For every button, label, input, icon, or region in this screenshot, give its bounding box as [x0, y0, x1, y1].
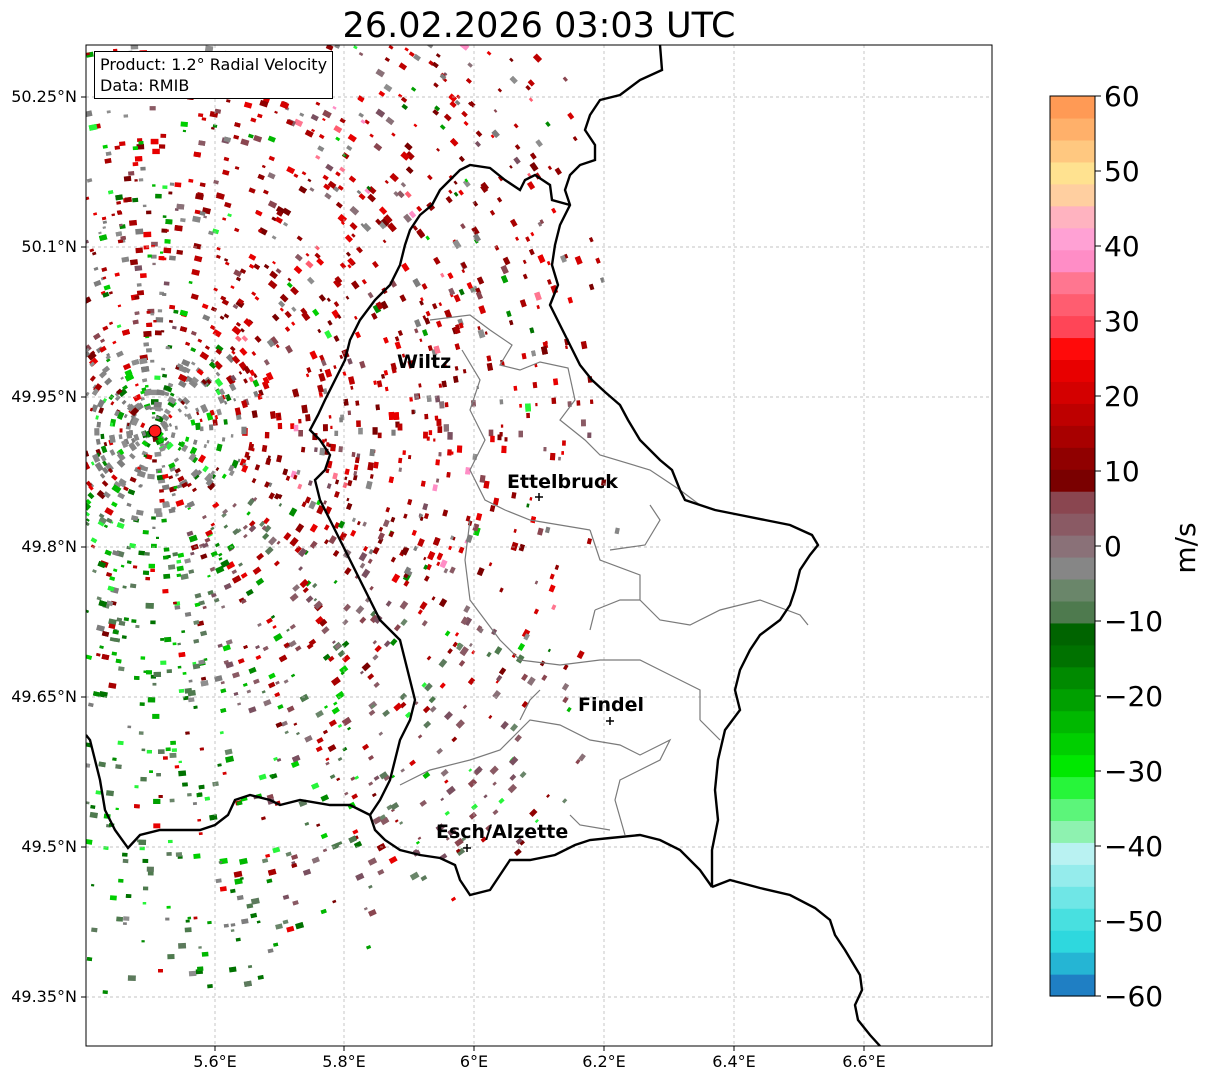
- country-border: [86, 45, 881, 1046]
- radar-site-marker: [148, 424, 162, 438]
- colorbar-tick-label: 0: [1104, 530, 1122, 563]
- colorbar-tick-label: 60: [1104, 80, 1140, 113]
- colorbar-swatch: [1050, 535, 1095, 558]
- colorbar-swatch: [1050, 930, 1095, 953]
- colorbar-tick-label: −40: [1104, 830, 1163, 863]
- colorbar-swatch: [1050, 622, 1095, 646]
- lon-tick-label: 6.4°E: [712, 1052, 756, 1071]
- plot-frame: [85, 44, 993, 1047]
- colorbar-swatch: [1050, 447, 1095, 470]
- colorbar: [1050, 96, 1095, 997]
- colorbar-swatch: [1050, 183, 1095, 207]
- colorbar-swatch: [1050, 96, 1095, 119]
- colorbar-swatch: [1050, 469, 1095, 492]
- colorbar-swatch: [1050, 600, 1095, 624]
- colorbar-tick-label: 30: [1104, 305, 1140, 338]
- colorbar-label: m/s: [1169, 522, 1202, 573]
- colorbar-tick-label: −30: [1104, 755, 1163, 788]
- colorbar-swatch: [1050, 864, 1095, 887]
- colorbar-swatch: [1050, 732, 1095, 756]
- colorbar-swatch: [1050, 842, 1095, 865]
- colorbar-tick-label: 50: [1104, 155, 1140, 188]
- colorbar-tick-label: −50: [1104, 905, 1163, 938]
- colorbar-swatch: [1050, 117, 1095, 141]
- colorbar-swatch: [1050, 754, 1095, 778]
- city-label-wiltz: Wiltz: [397, 351, 451, 373]
- colorbar-swatch: [1050, 798, 1095, 821]
- colorbar-swatch: [1050, 491, 1095, 514]
- product-text: Product: 1.2° Radial Velocity: [100, 55, 328, 74]
- lon-tick-label: 6.6°E: [842, 1052, 886, 1071]
- colorbar-swatch: [1050, 249, 1095, 273]
- colorbar-swatch: [1050, 776, 1095, 800]
- colorbar-swatch: [1050, 513, 1095, 536]
- lat-tick-label: 50.1°N: [21, 237, 77, 256]
- colorbar-swatch: [1050, 556, 1095, 580]
- map-title: 26.02.2026 03:03 UTC: [342, 6, 736, 46]
- colorbar-swatch: [1050, 952, 1095, 975]
- colorbar-swatch: [1050, 381, 1095, 404]
- colorbar-swatch: [1050, 205, 1095, 229]
- colorbar-swatch: [1050, 710, 1095, 734]
- info-box: Product: 1.2° Radial Velocity Data: RMIB: [94, 51, 334, 99]
- colorbar-tick-label: 40: [1104, 230, 1140, 263]
- lon-tick-label: 6°E: [460, 1052, 488, 1071]
- colorbar-swatch: [1050, 974, 1095, 997]
- colorbar-swatch: [1050, 403, 1095, 426]
- canton-borders: [399, 314, 809, 836]
- colorbar-swatch: [1050, 139, 1095, 163]
- city-label-findel: Findel: [578, 694, 644, 716]
- colorbar-swatch: [1050, 161, 1095, 185]
- colorbar-swatch: [1050, 820, 1095, 843]
- colorbar-tick-label: −20: [1104, 680, 1163, 713]
- lat-tick-label: 49.5°N: [21, 837, 77, 856]
- colorbar-swatch: [1050, 666, 1095, 690]
- colorbar-swatch: [1050, 425, 1095, 448]
- city-marker-esch: [463, 844, 471, 852]
- colorbar-swatch: [1050, 271, 1095, 295]
- colorbar-swatch: [1050, 908, 1095, 931]
- lat-tick-label: 49.65°N: [11, 687, 77, 706]
- city-label-esch-alzette: Esch/Alzette: [436, 821, 568, 843]
- colorbar-swatch: [1050, 293, 1095, 317]
- lon-tick-label: 5.6°E: [193, 1052, 237, 1071]
- colorbar-tick-label: 20: [1104, 380, 1140, 413]
- city-marker-findel: [606, 717, 614, 725]
- data-source-text: Data: RMIB: [100, 76, 190, 95]
- colorbar-tick-label: −60: [1104, 980, 1163, 1013]
- city-label-ettelbruck: Ettelbruck: [507, 471, 618, 493]
- lat-tick-label: 49.95°N: [11, 387, 77, 406]
- colorbar-tick-label: −10: [1104, 605, 1163, 638]
- lon-tick-label: 5.8°E: [322, 1052, 366, 1071]
- colorbar-swatch: [1050, 578, 1095, 602]
- colorbar-swatch: [1050, 886, 1095, 909]
- colorbar-swatch: [1050, 644, 1095, 668]
- colorbar-tick-label: 10: [1104, 455, 1140, 488]
- lat-tick-label: 50.25°N: [11, 87, 77, 106]
- city-marker-ettelbruck: [535, 493, 543, 501]
- colorbar-swatch: [1050, 227, 1095, 251]
- colorbar-swatch: [1050, 315, 1095, 339]
- lat-tick-label: 49.35°N: [11, 987, 77, 1006]
- lon-tick-label: 6.2°E: [582, 1052, 626, 1071]
- lat-tick-label: 49.8°N: [21, 537, 77, 556]
- colorbar-swatch: [1050, 337, 1095, 361]
- colorbar-swatch: [1050, 359, 1095, 382]
- colorbar-swatch: [1050, 688, 1095, 712]
